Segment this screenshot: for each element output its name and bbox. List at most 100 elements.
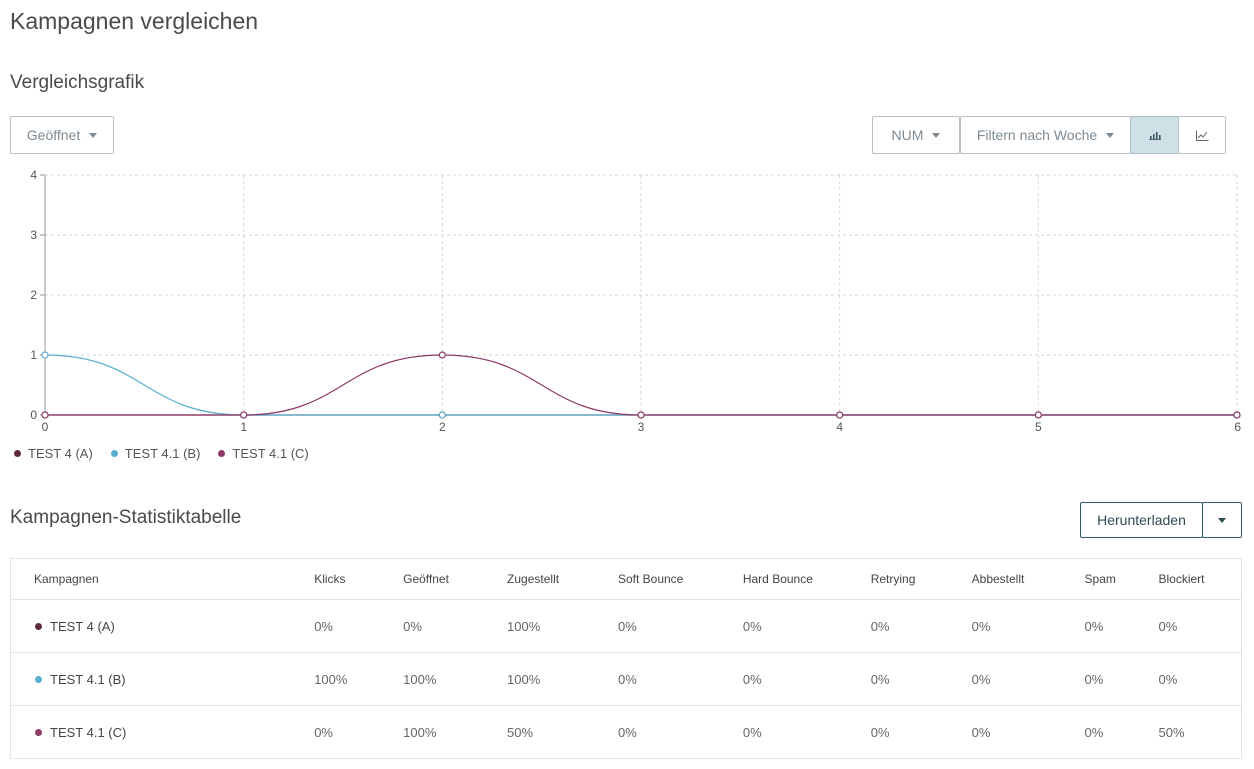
stat-cell: 0% — [742, 652, 871, 706]
stat-cell: 0% — [314, 724, 333, 740]
stat-cell: 0% — [1084, 652, 1159, 706]
stat-cell: 0% — [1084, 599, 1159, 653]
column-header: Spam — [1084, 558, 1159, 600]
table-row: TEST 4 (A) 0% 0% 100% 0% 0% 0% 0% 0% 0% — [10, 599, 1242, 653]
metric-dropdown[interactable]: Geöffnet — [10, 116, 114, 154]
data-point — [1233, 411, 1241, 419]
stat-cell: 100% — [403, 652, 508, 706]
campaign-stats-table: Kampagnen Klicks Geöffnet Zugestellt Soft Bo… — [10, 558, 1242, 759]
stat-cell: 0% — [870, 599, 972, 653]
week-filter-dropdown[interactable]: Filtern nach Woche — [960, 116, 1131, 154]
campaign-cell: TEST 4.1 (C) — [11, 706, 315, 759]
campaign-color-dot — [35, 675, 42, 683]
stat-cell: 100% — [314, 652, 404, 706]
download-options-button[interactable] — [1202, 502, 1242, 538]
legend-item[interactable]: TEST 4 (A) — [14, 446, 93, 461]
stat-cell: 0% — [403, 599, 508, 653]
chart-section-title: Vergleichsgrafik — [10, 72, 145, 93]
stat-cell: 0% — [971, 599, 1085, 653]
campaign-name: TEST 4.1 (C) — [50, 724, 127, 740]
stat-cell: 100% — [507, 599, 618, 653]
data-point — [41, 411, 49, 419]
mode-dropdown-label: NUM — [891, 127, 924, 143]
stat-cell: 0% — [617, 652, 743, 706]
y-tick-label: 0 — [30, 408, 37, 422]
campaign-name: TEST 4.1 (B) — [50, 671, 126, 687]
column-header: Retrying — [870, 558, 972, 600]
stat-cell: 0% — [617, 724, 637, 740]
week-filter-label: Filtern nach Woche — [976, 127, 1098, 143]
data-point — [836, 411, 844, 419]
data-point — [438, 351, 446, 359]
line-chart-toggle[interactable] — [1178, 116, 1226, 154]
y-tick-label: 3 — [30, 228, 37, 242]
chevron-down-icon — [1218, 517, 1226, 523]
stat-cell: 100% — [403, 724, 437, 740]
stat-cell: 0% — [1158, 652, 1242, 706]
y-tick-label: 2 — [30, 288, 37, 302]
column-header: Soft Bounce — [617, 558, 743, 600]
table-row: TEST 4.1 (C) 0% 100% 50% 0% 0% 0% 0% 0% 50% — [11, 706, 1242, 759]
mode-dropdown[interactable]: NUM — [872, 116, 960, 154]
x-tick-label: 3 — [638, 420, 645, 434]
table-section-title: Kampagnen-Statistiktabelle — [10, 507, 242, 528]
column-header: Zugestellt — [507, 558, 618, 600]
line-chart-icon — [1195, 130, 1208, 141]
stat-cell: 0% — [742, 599, 871, 653]
x-tick-label: 0 — [42, 420, 49, 434]
stat-cell: 50% — [507, 724, 534, 740]
stat-cell: 50% — [1158, 724, 1185, 740]
column-header: Geöffnet — [403, 558, 508, 600]
bar-chart-icon — [1148, 132, 1161, 140]
legend-color-dot — [218, 450, 226, 457]
stat-cell: 0% — [617, 599, 743, 653]
stat-cell: 0% — [314, 599, 404, 653]
stat-cell: 0% — [971, 652, 1085, 706]
column-header: Klicks — [314, 558, 404, 600]
x-tick-label: 4 — [836, 420, 843, 434]
campaign-cell: TEST 4.1 (B) — [10, 652, 315, 706]
x-tick-label: 6 — [1234, 420, 1241, 434]
stat-cell: 0% — [1084, 724, 1104, 740]
download-button-label: Herunterladen — [1097, 512, 1186, 528]
data-point — [438, 411, 446, 419]
legend-label: TEST 4.1 (B) — [124, 446, 201, 461]
chevron-down-icon — [932, 132, 941, 138]
data-point — [1034, 411, 1042, 419]
stat-cell: 0% — [870, 724, 890, 740]
bar-chart-toggle[interactable] — [1130, 116, 1179, 154]
table-row: TEST 4.1 (B) 100% 100% 100% 0% 0% 0% 0% 0% 0% — [10, 652, 1242, 706]
legend-label: TEST 4 (A) — [28, 446, 93, 461]
legend-item[interactable]: TEST 4.1 (B) — [110, 446, 201, 461]
y-tick-label: 4 — [30, 168, 37, 182]
y-tick-label: 1 — [30, 348, 37, 362]
x-tick-label: 5 — [1035, 420, 1042, 434]
chart-legend: TEST 4 (A) TEST 4.1 (B) TEST 4.1 (C) — [14, 446, 309, 461]
stat-cell: 100% — [507, 652, 618, 706]
column-header: Abbestellt — [971, 558, 1085, 600]
data-point — [41, 351, 49, 359]
column-header: Kampagnen — [10, 558, 315, 600]
stat-cell: 0% — [971, 724, 991, 740]
x-tick-label: 2 — [439, 420, 446, 434]
legend-label: TEST 4.1 (C) — [232, 446, 309, 461]
table-header-row: Kampagnen Klicks Geöffnet Zugestellt Soft Bo… — [10, 558, 1242, 600]
data-point — [240, 411, 248, 419]
download-button[interactable]: Herunterladen — [1080, 502, 1203, 538]
chevron-down-icon — [89, 132, 98, 138]
legend-color-dot — [14, 450, 21, 457]
legend-item[interactable]: TEST 4.1 (C) — [218, 446, 309, 461]
campaign-cell: TEST 4 (A) — [10, 599, 315, 653]
column-header: Blockiert — [1158, 558, 1242, 600]
data-point — [637, 411, 645, 419]
x-tick-label: 1 — [240, 420, 247, 434]
column-header: Hard Bounce — [742, 558, 871, 600]
campaign-color-dot — [35, 622, 42, 630]
page-title: Kampagnen vergleichen — [10, 8, 259, 34]
campaign-color-dot — [35, 728, 42, 736]
comparison-chart: 0 1 2 3 4 0 1 2 3 4 5 6 — [30, 168, 1241, 434]
metric-dropdown-label: Geöffnet — [26, 127, 81, 143]
legend-color-dot — [110, 450, 118, 457]
campaign-name: TEST 4 (A) — [50, 618, 115, 634]
chevron-down-icon — [1106, 132, 1115, 138]
